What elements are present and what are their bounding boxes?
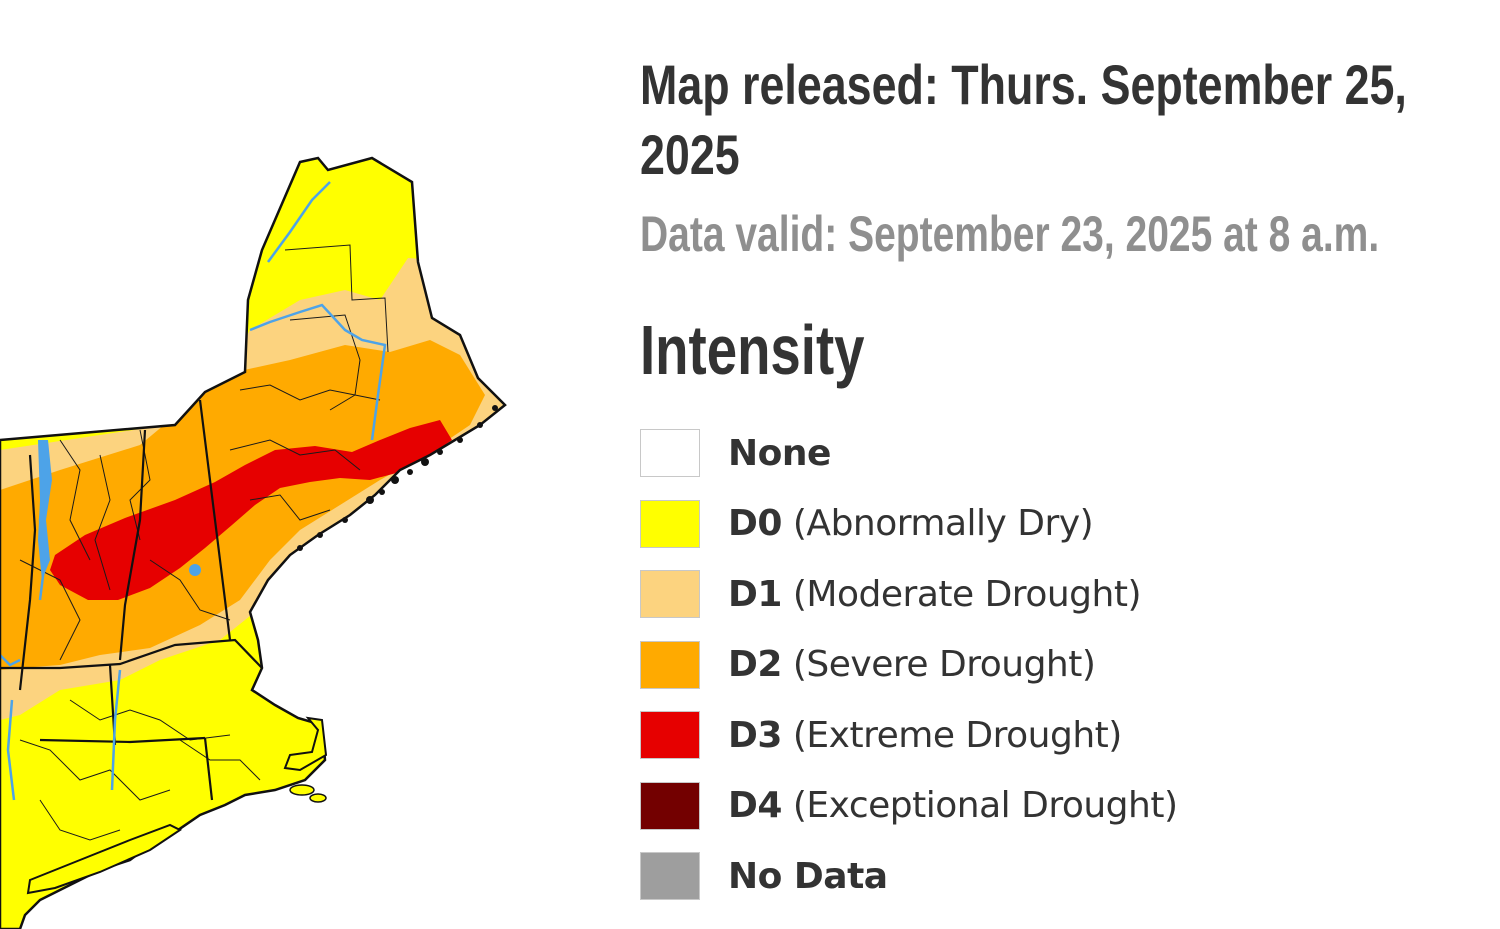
legend-item-d2: D2 (Severe Drought) [640, 630, 1490, 701]
d3-region [50, 420, 452, 600]
drought-map [0, 156, 507, 929]
legend-code: D4 [728, 785, 782, 827]
legend-code: No Data [728, 855, 888, 897]
map-released-text: Map released: Thurs. September 25, 2025 [640, 53, 1407, 186]
legend-desc: (Abnormally Dry) [792, 503, 1094, 545]
legend-code: D3 [728, 714, 782, 756]
long-island [26, 823, 182, 895]
legend-swatch [640, 852, 700, 901]
legend-swatch [640, 640, 700, 689]
legend-code: D0 [728, 503, 782, 545]
legend-desc: (Moderate Drought) [792, 573, 1142, 615]
legend-desc: (Exceptional Drought) [792, 785, 1178, 827]
legend-code: D1 [728, 573, 782, 615]
lake-champlain [38, 440, 52, 580]
info-panel: Map released: Thurs. September 25, 2025 … [640, 50, 1490, 912]
legend-desc: (Severe Drought) [792, 644, 1096, 686]
legend-item-d3: D3 (Extreme Drought) [640, 700, 1490, 771]
legend-swatch [640, 570, 700, 619]
legend-swatch [640, 429, 700, 478]
legend-swatch [640, 499, 700, 548]
legend-swatch [640, 711, 700, 760]
lake-winnipesaukee [189, 564, 201, 576]
legend-code: D2 [728, 644, 782, 686]
state-lines [0, 399, 263, 801]
cape-cod [283, 716, 328, 772]
legend-item-none: None [640, 418, 1490, 489]
legend-item-d4: D4 (Exceptional Drought) [640, 771, 1490, 842]
legend-desc: (Extreme Drought) [792, 714, 1122, 756]
island [309, 793, 327, 803]
legend-swatch [640, 781, 700, 830]
legend-code: None [728, 432, 831, 474]
legend-item-d1: D1 (Moderate Drought) [640, 559, 1490, 630]
county-lines [19, 244, 389, 841]
island [289, 784, 315, 796]
data-valid-text: Data valid: September 23, 2025 at 8 a.m. [640, 206, 1380, 262]
legend-item-no-data: No Data [640, 841, 1490, 912]
legend-item-d0: D0 (Abnormally Dry) [640, 489, 1490, 560]
legend-title: Intensity [640, 311, 865, 389]
coastal-islands [297, 405, 498, 551]
legend: None D0 (Abnormally Dry) D1 (Moderate Dr… [640, 418, 1490, 912]
